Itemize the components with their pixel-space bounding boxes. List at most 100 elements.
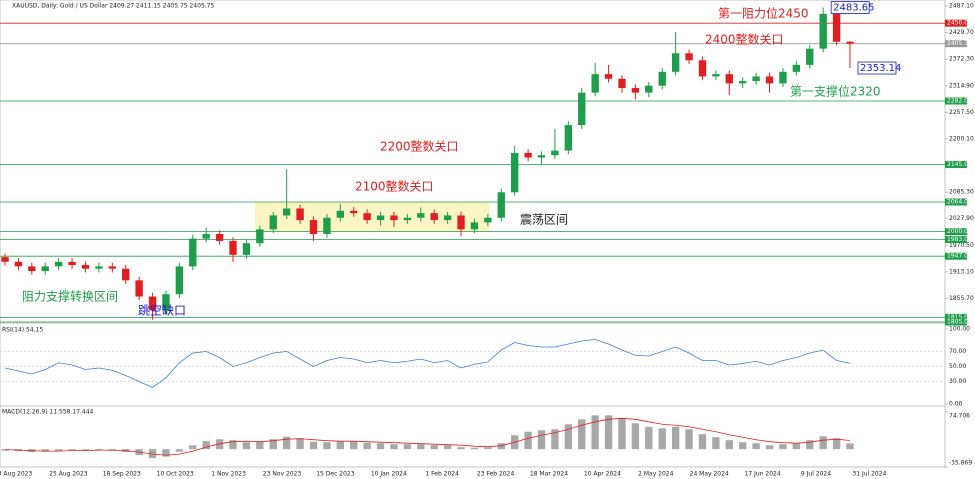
candle-body [242, 243, 251, 255]
macd-bar [323, 442, 331, 450]
candle-body [846, 41, 854, 44]
level-tag [945, 236, 967, 244]
rsi-title: RSI(14) 54.15 [2, 327, 43, 334]
x-tick-label: 17 Jun 2024 [745, 471, 781, 478]
rsi-tick-label: 100.00 [949, 326, 970, 333]
candle-body [712, 74, 720, 77]
candle-body [148, 296, 157, 311]
candle-body [175, 266, 184, 295]
candle-body [564, 125, 573, 151]
macd-bar [269, 439, 277, 450]
macd-tick-label: -35.869 [949, 460, 972, 467]
level-tag [945, 160, 967, 168]
candle-body [443, 215, 452, 221]
candle-body [604, 74, 613, 79]
macd-bar [470, 447, 479, 450]
candle-body [336, 210, 345, 218]
level-label: 1947.00 [947, 253, 972, 260]
y-tick-label: 2257.50 [949, 109, 974, 116]
macd-bar [256, 441, 264, 450]
candle-body [497, 192, 505, 218]
candle-body [108, 266, 116, 269]
macd-bar [363, 442, 371, 450]
x-tick-label: 3 Aug 2023 [0, 471, 32, 478]
macd-bar [417, 444, 425, 450]
x-tick-label: 10 Oct 2023 [157, 471, 194, 478]
candle-body [162, 294, 170, 311]
range-zone [255, 202, 490, 232]
macd-bar [229, 440, 237, 450]
macd-bar [846, 443, 854, 450]
macd-bar [618, 418, 626, 450]
candle-body [41, 266, 49, 272]
candle-body [470, 222, 479, 230]
level-tag [945, 19, 967, 27]
candle-body [269, 215, 277, 230]
y-tick-label: 2314.90 [949, 82, 974, 89]
level-label: 1983.00 [947, 236, 972, 243]
candle-body [14, 261, 23, 267]
level-tag [945, 313, 967, 321]
annotation: 跳空缺口 [138, 303, 186, 318]
candle-body [658, 71, 666, 86]
macd-bar [443, 445, 452, 450]
rsi-tick-label: 50.00 [949, 363, 966, 370]
x-tick-label: 10 Jan 2024 [371, 471, 407, 478]
level-label: 2145.00 [947, 161, 972, 168]
annotation: 第一支撑位2320 [790, 84, 881, 99]
candle-body [95, 266, 103, 269]
macd-bar [712, 437, 720, 450]
price-mark-label: 2353.14 [860, 63, 901, 74]
macd-bar [403, 444, 412, 450]
y-tick-label: 1913.10 [949, 268, 974, 275]
candle-body [765, 76, 774, 84]
level-tag [945, 228, 967, 236]
candle-body [510, 152, 519, 193]
level-tag [945, 318, 967, 326]
macd-bar [484, 447, 492, 450]
x-tick-label: 1 Feb 2024 [425, 471, 459, 478]
candle-body [390, 215, 398, 221]
candle-body [68, 261, 76, 266]
macd-bar [41, 449, 49, 452]
macd-bar [457, 447, 465, 450]
macd-bar [162, 449, 170, 457]
annotation: 2400整数关口 [705, 32, 784, 47]
zone-label: 震荡区间 [520, 213, 568, 227]
x-tick-label: 9 Jul 2024 [801, 471, 831, 478]
x-tick-label: 24 May 2024 [690, 471, 729, 478]
level-label: 2282.00 [947, 98, 972, 105]
x-tick-label: 15 Dec 2023 [316, 471, 355, 478]
price-mark-box [830, 1, 870, 14]
annotation: 2200整数关口 [380, 139, 459, 154]
candle-body [122, 268, 130, 281]
macd-bar [309, 441, 318, 450]
candle-body [618, 78, 626, 89]
candle-body [806, 48, 814, 65]
candle-body [296, 208, 304, 221]
level-label: 2000.00 [947, 228, 972, 235]
candle-body [215, 233, 224, 241]
y-tick-label: 2487.10 [949, 2, 974, 9]
level-label: 2064.00 [947, 199, 972, 206]
candle-body [363, 213, 371, 221]
macd-bar [81, 449, 90, 451]
level-tag [945, 198, 967, 206]
candle-body [819, 13, 827, 49]
candle-body [403, 217, 412, 221]
macd-bar [390, 444, 398, 450]
candle-body [739, 81, 747, 84]
level-label: 1805.00 [947, 319, 972, 326]
macd-signal [4, 417, 851, 456]
macd-bar [551, 429, 559, 450]
macd-bar [497, 443, 505, 450]
macd-bar [54, 449, 63, 451]
y-tick-label: 2085.30 [949, 189, 974, 196]
level-tag [945, 252, 967, 260]
macd-bar [806, 440, 814, 450]
macd-bar [578, 419, 586, 450]
macd-bar [189, 445, 197, 450]
x-tick-label: 23 Feb 2024 [477, 471, 515, 478]
candle-body [417, 213, 425, 218]
candle-body [537, 155, 546, 158]
